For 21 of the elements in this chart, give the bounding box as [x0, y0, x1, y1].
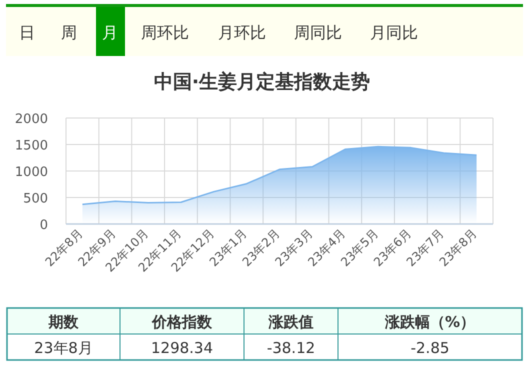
- text: 价格指数: [151, 313, 213, 331]
- text: 23年8月: [34, 339, 93, 357]
- text: 期数: [48, 313, 80, 331]
- text: 月同比: [370, 23, 418, 42]
- y-tick-label: 500: [23, 192, 48, 206]
- y-tick-label: 0: [40, 218, 48, 233]
- text: 涨跌值: [268, 313, 314, 331]
- text: 月: [102, 23, 118, 42]
- text: 日: [19, 23, 35, 42]
- text: 1298.34: [150, 339, 214, 357]
- y-tick-label: 1000: [14, 165, 48, 180]
- text: 周环比: [141, 23, 189, 42]
- y-tick-label: 2000: [14, 112, 48, 127]
- y-tick-label: 1500: [14, 138, 48, 154]
- chart-title: 中国·生姜月定基指数走势: [154, 71, 370, 93]
- text: 周: [61, 23, 77, 42]
- text: -38.12: [266, 339, 316, 357]
- text: 月环比: [218, 23, 266, 42]
- text: 涨跌幅（%）: [384, 313, 476, 331]
- text: -2.85: [410, 339, 450, 357]
- text: 周同比: [294, 23, 342, 42]
